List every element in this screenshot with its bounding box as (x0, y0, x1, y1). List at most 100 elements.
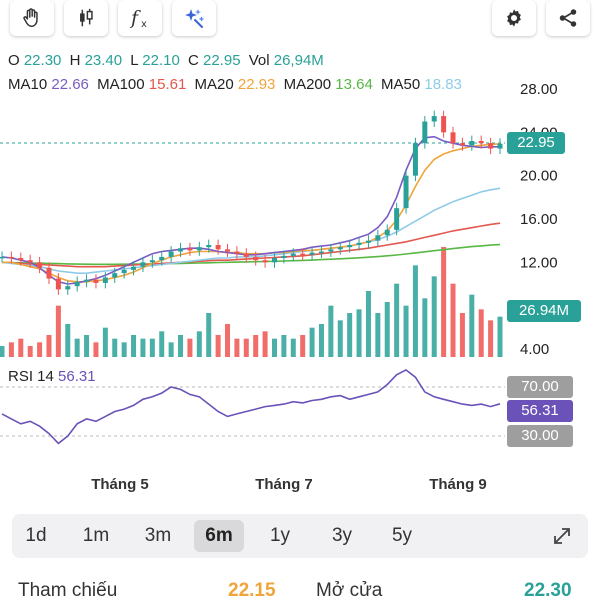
volume-bar (262, 331, 268, 357)
ma50-value: 18.83 (424, 76, 462, 93)
volume-bar (253, 335, 259, 357)
price-tick-label: 4.00 (520, 341, 549, 358)
volume-bars (0, 247, 503, 357)
volume-bar (102, 327, 108, 357)
volume-bar (347, 313, 353, 357)
expand-icon[interactable] (550, 524, 574, 548)
share-icon (559, 9, 577, 27)
candle-body (215, 245, 221, 250)
volume-value: 26,94M (273, 52, 324, 69)
volume-bar (18, 338, 24, 357)
magic-sparkle-button[interactable] (172, 0, 216, 36)
candle-body (196, 247, 202, 251)
candle-body (102, 277, 108, 283)
candle-body (497, 143, 503, 149)
gear-icon (507, 9, 521, 27)
candle-body (422, 121, 428, 144)
range-6m[interactable]: 6m (194, 520, 244, 552)
volume-bar (93, 342, 99, 357)
candle-body (431, 116, 437, 122)
rsi-line (1, 368, 501, 445)
candle-body (394, 208, 400, 230)
function-button[interactable]: f x (118, 0, 162, 36)
ma100-label: MA100 (97, 76, 145, 93)
open-price-value: 22.30 (524, 580, 572, 601)
candlestick-button[interactable] (64, 0, 108, 36)
candle-body (234, 251, 240, 254)
candle-body (159, 256, 165, 261)
low-value: 22.10 (142, 52, 180, 69)
candle-body (112, 273, 118, 278)
volume-bar (55, 305, 61, 357)
candle-body (384, 229, 390, 236)
volume-bar (271, 338, 277, 357)
share-button[interactable] (546, 0, 590, 36)
range-5y[interactable]: 5y (391, 525, 413, 546)
volume-bar (459, 313, 465, 357)
candle-body (309, 252, 315, 255)
volume-bar (309, 327, 315, 357)
range-1m[interactable]: 1m (82, 525, 110, 546)
range-selector: 1d 1m 3m 6m 1y 3y 5y (12, 514, 588, 558)
candle-body (74, 281, 80, 287)
candle-body (0, 256, 5, 259)
chart-toolbar: f x (0, 0, 600, 40)
volume-bar (140, 338, 146, 357)
candle-body (365, 240, 371, 243)
high-label: H (69, 52, 81, 69)
high-value: 23.40 (84, 52, 123, 69)
candle-body (356, 242, 362, 245)
month-label: Tháng 7 (255, 476, 313, 493)
range-3y[interactable]: 3y (331, 525, 353, 546)
candle-body (412, 143, 418, 176)
moving-averages (1, 135, 501, 285)
volume-bar (225, 324, 231, 357)
ma100-value: 15.61 (148, 76, 187, 93)
volume-bar (178, 335, 184, 357)
ma10-label: MA10 (8, 76, 48, 93)
volume-bar (168, 342, 174, 357)
volume-bar (27, 346, 33, 357)
candle-body (347, 245, 353, 248)
volume-label: Vol (248, 52, 270, 69)
last-volume-tag: 26.94M (507, 300, 581, 322)
candle-body (318, 251, 324, 253)
volume-bar (488, 320, 494, 357)
ma20-label: MA20 (194, 76, 234, 93)
ohlc-legend: O 22.30 H 23.40 L 22.10 C 22.95 Vol 26,9… (8, 52, 324, 69)
candle-body (8, 256, 14, 259)
ma50-line (1, 187, 501, 275)
price-tick-label: 12.00 (520, 254, 558, 271)
candle-body (84, 279, 90, 282)
volume-bar (412, 265, 418, 357)
volume-bar (37, 342, 43, 357)
volume-bar (290, 338, 296, 357)
candle-body (121, 269, 127, 274)
volume-bar (215, 335, 221, 357)
last-price-tag: 22.95 (507, 132, 565, 154)
candle-body (478, 141, 484, 144)
svg-text:f: f (129, 7, 141, 29)
settings-button[interactable] (492, 0, 536, 36)
svg-text:x: x (141, 19, 147, 30)
hand-pointer-button[interactable] (10, 0, 54, 36)
reference-label: Tham chiếu (18, 580, 118, 601)
candle-body (459, 143, 465, 146)
volume-bar (403, 305, 409, 357)
range-3m[interactable]: 3m (144, 525, 172, 546)
candle-body (140, 262, 146, 267)
volume-bar (112, 338, 118, 357)
rsi-label: RSI 14 (8, 368, 54, 385)
range-1d[interactable]: 1d (25, 525, 47, 546)
candle-body (65, 286, 71, 290)
volume-bar (431, 276, 437, 357)
range-1y[interactable]: 1y (269, 525, 291, 546)
candlestick-icon (80, 8, 93, 27)
volume-bar (356, 309, 362, 357)
candle-body (149, 260, 155, 263)
magic-sparkle-icon (185, 9, 204, 28)
volume-bar (450, 283, 456, 357)
ma10-value: 22.66 (51, 76, 89, 93)
volume-bar (131, 335, 137, 357)
